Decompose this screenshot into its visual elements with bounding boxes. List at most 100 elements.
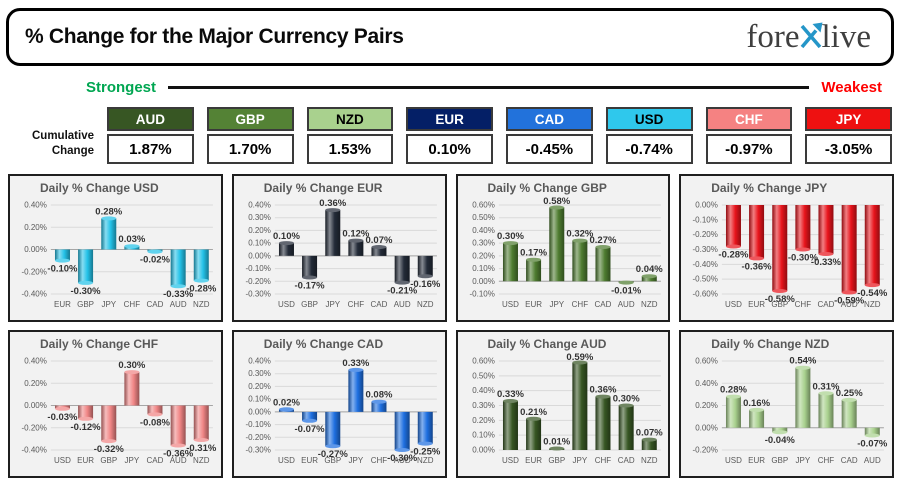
svg-text:USD: USD <box>502 300 519 309</box>
bar-CHF-AUD: -0.36%AUD <box>163 405 194 465</box>
svg-text:EUR: EUR <box>301 456 318 465</box>
svg-text:0.40%: 0.40% <box>472 226 495 235</box>
svg-text:-0.20%: -0.20% <box>693 446 718 455</box>
svg-text:0.02%: 0.02% <box>273 397 300 408</box>
svg-text:-0.28%: -0.28% <box>719 250 750 261</box>
svg-text:CAD: CAD <box>818 300 835 309</box>
svg-text:0.10%: 0.10% <box>248 239 271 248</box>
svg-text:-0.02%: -0.02% <box>140 255 171 266</box>
currency-tile-AUD: AUD 1.87% <box>107 107 194 164</box>
chart-panel-chf: Daily % Change CHF 0.40% 0.20% 0.00% -0.20% -… <box>8 330 223 478</box>
bar-CAD-AUD: -0.30%AUD <box>387 411 418 465</box>
svg-text:0.30%: 0.30% <box>472 401 495 410</box>
svg-text:AUD: AUD <box>617 300 634 309</box>
bar-EUR-NZD: -0.16% NZD <box>410 255 441 309</box>
svg-text:0.40%: 0.40% <box>472 386 495 395</box>
svg-text:-0.03%: -0.03% <box>47 412 78 423</box>
chart-title: Daily % Change CAD <box>263 337 384 351</box>
tile-code: USD <box>605 107 693 131</box>
tile-cumulative-value: 0.10% <box>406 134 493 164</box>
chart-panel-eur: Daily % Change EUR 0.40% 0.30% 0.20% 0.10% 0.… <box>231 174 447 322</box>
chart-title: Daily % Change EUR <box>263 181 383 195</box>
svg-text:0.54%: 0.54% <box>790 356 817 367</box>
svg-text:0.20%: 0.20% <box>695 401 718 410</box>
bar-GBP-AUD: -0.01% AUD <box>611 280 641 309</box>
svg-text:-0.25%: -0.25% <box>410 447 441 458</box>
svg-text:0.60%: 0.60% <box>472 201 495 210</box>
chart-title: Daily % Change CHF <box>40 337 159 351</box>
svg-text:-0.28%: -0.28% <box>186 284 217 295</box>
svg-text:0.27%: 0.27% <box>589 235 616 246</box>
svg-text:CHF: CHF <box>594 456 611 465</box>
svg-text:-0.10%: -0.10% <box>245 420 270 429</box>
bar-NZD-CHF: 0.31% CHF <box>813 381 840 465</box>
svg-text:0.40%: 0.40% <box>248 357 271 366</box>
svg-text:AUD: AUD <box>393 300 410 309</box>
bar-EUR-CAD: 0.07% CAD <box>365 235 392 309</box>
svg-text:0.58%: 0.58% <box>543 196 570 207</box>
svg-text:-0.50%: -0.50% <box>693 275 718 284</box>
svg-text:-0.59%: -0.59% <box>834 296 865 307</box>
tile-cumulative-value: -3.05% <box>805 134 892 164</box>
tile-cumulative-value: -0.97% <box>705 134 793 164</box>
svg-text:JPY: JPY <box>348 456 363 465</box>
svg-text:0.30%: 0.30% <box>118 360 145 371</box>
chart-panel-cad: Daily % Change CAD 0.40% 0.30% 0.20% 0.10% 0.… <box>231 330 447 478</box>
svg-text:0.40%: 0.40% <box>695 379 718 388</box>
svg-text:0.25%: 0.25% <box>836 388 863 399</box>
chart-jpy: 0.00% -0.10% -0.20% -0.30% -0.40% -0.50% -0.60… <box>693 201 888 310</box>
svg-text:-0.40%: -0.40% <box>22 290 47 299</box>
bar-AUD-USD: 0.33% USD <box>497 389 524 465</box>
svg-text:JPY: JPY <box>796 456 811 465</box>
svg-text:0.00%: 0.00% <box>695 423 718 432</box>
svg-text:0.60%: 0.60% <box>472 357 495 366</box>
svg-text:USD: USD <box>502 456 519 465</box>
svg-text:0.01%: 0.01% <box>543 437 570 448</box>
bar-EUR-CHF: 0.12% CHF <box>342 229 369 309</box>
bar-CAD-USD: 0.02% USD <box>273 397 300 465</box>
svg-text:JPY: JPY <box>101 300 116 309</box>
svg-text:0.36%: 0.36% <box>319 198 346 209</box>
svg-text:0.00%: 0.00% <box>695 201 718 210</box>
svg-text:-0.10%: -0.10% <box>469 290 494 299</box>
svg-text:0.60%: 0.60% <box>695 357 718 366</box>
forexlive-logo: fore live <box>746 20 871 54</box>
svg-text:0.20%: 0.20% <box>24 223 47 232</box>
svg-text:CHF: CHF <box>571 300 588 309</box>
svg-text:0.00%: 0.00% <box>248 407 271 416</box>
bar-GBP-NZD: 0.04% NZD <box>635 264 662 309</box>
svg-text:USD: USD <box>725 456 742 465</box>
svg-text:-0.33%: -0.33% <box>811 257 842 268</box>
tile-cumulative-value: -0.74% <box>605 134 693 164</box>
svg-text:AUD: AUD <box>864 456 881 465</box>
header: % Change for the Major Currency Pairs fo… <box>6 8 894 66</box>
bar-CAD-EUR: -0.07% EUR <box>294 411 325 465</box>
scale-line <box>168 86 810 89</box>
svg-text:NZD: NZD <box>417 300 434 309</box>
bar-NZD-AUD: -0.07% AUD <box>857 427 888 465</box>
svg-text:CHF: CHF <box>795 300 812 309</box>
svg-text:-0.40%: -0.40% <box>693 260 718 269</box>
tile-cumulative-value: 1.70% <box>206 134 294 164</box>
bar-JPY-USD: -0.28% USD <box>719 205 750 309</box>
bar-AUD-EUR: 0.21% EUR <box>520 407 547 465</box>
bar-NZD-GBP: -0.04% GBP <box>765 427 796 465</box>
svg-text:-0.36%: -0.36% <box>163 449 194 460</box>
svg-text:USD: USD <box>54 456 71 465</box>
svg-text:-0.36%: -0.36% <box>742 261 773 272</box>
svg-text:-0.10%: -0.10% <box>47 264 78 275</box>
svg-text:0.20%: 0.20% <box>248 226 271 235</box>
svg-text:-0.20%: -0.20% <box>22 423 47 432</box>
svg-text:NZD: NZD <box>417 456 434 465</box>
svg-text:0.16%: 0.16% <box>743 398 770 409</box>
bar-CHF-JPY: 0.30% JPY <box>118 360 145 465</box>
tile-code: CAD <box>506 107 593 131</box>
chart-title: Daily % Change USD <box>40 181 159 195</box>
bar-CHF-USD: -0.03% USD <box>47 405 78 465</box>
cumulative-change-label: Cumulative Change <box>32 130 94 158</box>
svg-text:0.33%: 0.33% <box>497 389 524 400</box>
svg-text:0.04%: 0.04% <box>635 264 662 275</box>
bar-JPY-GBP: -0.58%GBP <box>765 205 796 309</box>
chart-nzd: 0.60% 0.40% 0.20% 0.00% -0.20% 0.28% USD 0.16% E… <box>693 356 888 465</box>
svg-text:-0.58%: -0.58% <box>765 294 796 305</box>
